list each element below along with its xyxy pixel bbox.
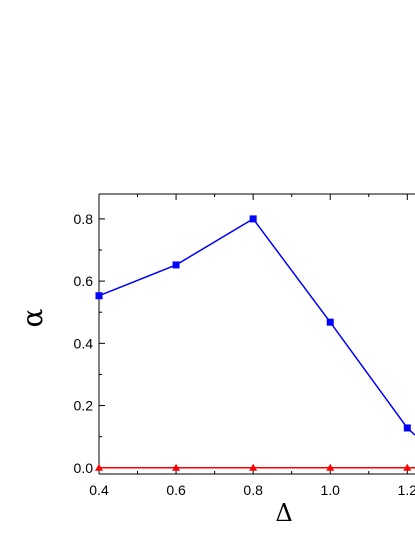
- data-point-square: [326, 318, 334, 326]
- y-tick-label: 0.4: [74, 335, 94, 351]
- data-point-square: [172, 261, 180, 269]
- x-axis-title: Δ: [275, 499, 292, 527]
- plot-axes: 0.4 0.6 0.8 1.0 1.2 0.0 0.2 0.4 0.6 0.8: [74, 193, 415, 498]
- data-point-triangle: [403, 463, 412, 471]
- series-line-0: [98, 217, 415, 436]
- x-tick-label: 1.2: [398, 482, 415, 498]
- x-tick-label: 0.8: [243, 482, 263, 498]
- y-tick-label: 0.6: [74, 273, 94, 289]
- data-point-triangle: [95, 463, 103, 471]
- axis-labels: Δ α: [16, 308, 293, 527]
- y-tick-label: 0.8: [74, 211, 94, 227]
- y-axis-title: α: [16, 308, 49, 327]
- series-layer: [95, 215, 415, 471]
- x-tick-label: 0.6: [166, 482, 186, 498]
- data-point-square: [249, 215, 257, 223]
- data-point-triangle: [326, 463, 335, 471]
- data-point-square: [95, 292, 103, 300]
- data-point-square: [403, 424, 411, 432]
- data-point-triangle: [249, 463, 258, 471]
- x-tick-label: 1.0: [320, 482, 340, 498]
- y-tick-label: 0.0: [74, 460, 94, 476]
- x-tick-label: 0.4: [89, 482, 109, 498]
- y-tick-label: 0.2: [74, 398, 94, 414]
- data-point-triangle: [172, 463, 181, 471]
